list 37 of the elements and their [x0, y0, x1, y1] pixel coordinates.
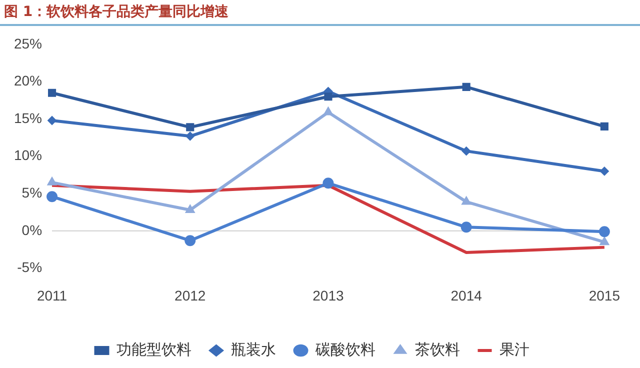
x-tick-label: 2015: [588, 287, 620, 304]
point: [184, 235, 196, 246]
point: [185, 204, 195, 214]
point: [600, 236, 610, 246]
chart-title: 图 1：软饮料各子品类产量同比增速: [0, 0, 640, 26]
y-tick-label: 5%: [22, 184, 42, 200]
point: [322, 178, 334, 189]
legend-label: 碳酸饮料: [314, 342, 376, 359]
point: [600, 166, 609, 176]
legend-label: 瓶装水: [230, 342, 276, 359]
y-tick-label: -5%: [17, 259, 42, 276]
point: [600, 122, 608, 130]
x-tick-label: 2012: [174, 287, 206, 304]
y-tick-label: 25%: [14, 35, 42, 52]
point: [46, 191, 58, 202]
point: [48, 116, 57, 125]
point: [48, 88, 56, 97]
x-tick-label: 2011: [36, 287, 68, 304]
point: [324, 92, 332, 101]
point: [462, 82, 470, 91]
point: [461, 196, 472, 205]
legend-label: 功能型饮料: [116, 342, 192, 359]
y-tick-label: 15%: [14, 110, 42, 126]
point: [462, 146, 471, 156]
point: [186, 123, 194, 132]
legend-label: 茶饮料: [414, 342, 460, 359]
point: [47, 176, 57, 186]
x-tick-label: 2013: [312, 287, 344, 304]
legend-label: 果汁: [499, 342, 530, 359]
y-tick-label: 20%: [14, 72, 42, 89]
x-tick-label: 2014: [450, 287, 482, 304]
y-tick-label: 0%: [22, 222, 42, 238]
point: [598, 226, 610, 238]
point: [186, 132, 195, 141]
y-tick-label: 10%: [14, 147, 42, 164]
point: [323, 106, 334, 116]
point: [460, 222, 472, 233]
